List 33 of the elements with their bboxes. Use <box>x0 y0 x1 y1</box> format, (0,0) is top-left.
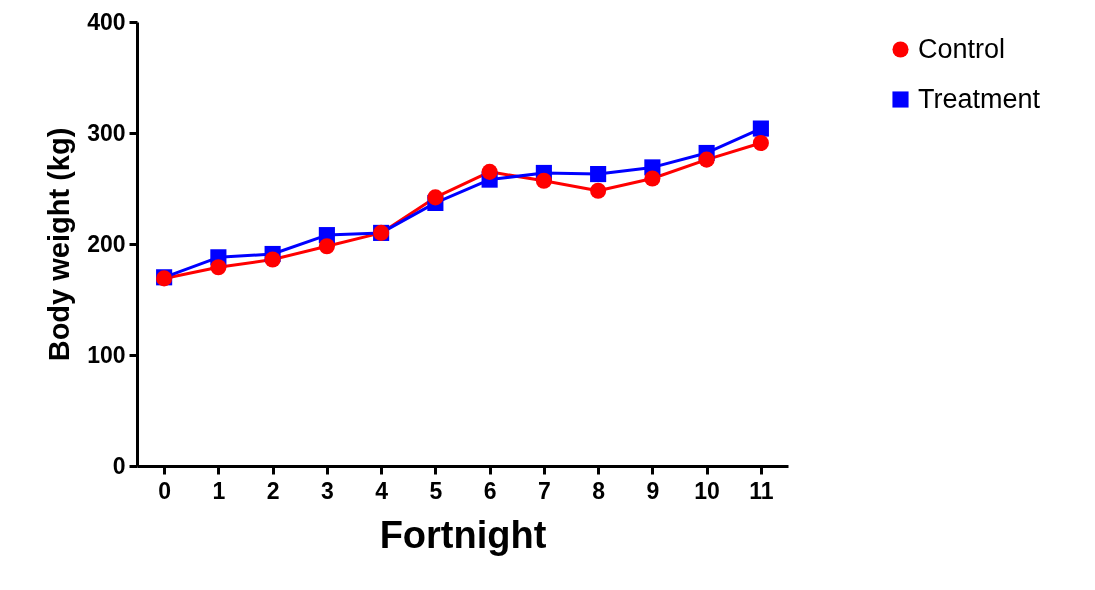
x-tick-label: 5 <box>429 477 443 504</box>
x-tick-label: 6 <box>483 477 497 504</box>
x-tick-label: 1 <box>212 477 226 504</box>
point <box>752 120 769 137</box>
point <box>644 170 661 187</box>
legend-label: Control <box>918 33 1006 64</box>
point <box>427 189 444 206</box>
x-axis-title: Fortnight <box>379 513 547 556</box>
point <box>590 182 607 199</box>
point <box>318 238 335 255</box>
legend-label: Treatment <box>918 83 1041 114</box>
point <box>590 166 607 183</box>
x-tick-label: 9 <box>646 477 660 504</box>
point <box>698 151 715 168</box>
y-tick-label: 200 <box>87 230 126 257</box>
x-tick-label: 3 <box>320 477 334 504</box>
x-tick-label: 2 <box>266 477 280 504</box>
x-tick-label: 0 <box>158 477 172 504</box>
point <box>752 134 769 152</box>
y-tick-label: 0 <box>112 452 126 479</box>
y-tick-label: 100 <box>87 341 126 368</box>
x-tick-label: 10 <box>694 477 720 504</box>
point <box>264 251 281 268</box>
x-tick-label: 8 <box>592 477 606 504</box>
point <box>535 172 552 189</box>
y-tick-label: 400 <box>87 8 126 35</box>
y-tick-label: 300 <box>87 119 126 146</box>
y-axis-title: Body weight (kg) <box>43 127 76 362</box>
x-tick-label: 11 <box>749 477 774 504</box>
x-tick-label: 4 <box>375 477 389 504</box>
point <box>210 259 227 276</box>
x-tick-label: 7 <box>537 477 551 504</box>
point <box>481 163 498 180</box>
